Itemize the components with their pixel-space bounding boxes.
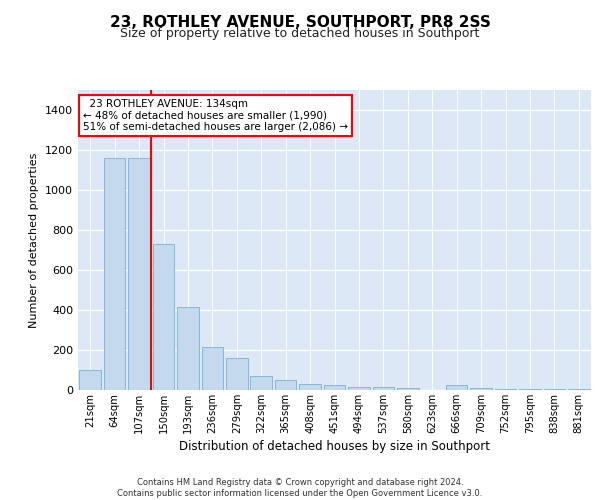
Text: Contains HM Land Registry data © Crown copyright and database right 2024.
Contai: Contains HM Land Registry data © Crown c… xyxy=(118,478,482,498)
Text: Size of property relative to detached houses in Southport: Size of property relative to detached ho… xyxy=(121,28,479,40)
X-axis label: Distribution of detached houses by size in Southport: Distribution of detached houses by size … xyxy=(179,440,490,453)
Bar xyxy=(397,388,419,390)
Bar xyxy=(348,387,370,390)
Bar xyxy=(202,347,223,390)
Bar xyxy=(153,244,174,390)
Bar xyxy=(226,358,248,390)
Bar xyxy=(250,376,272,390)
Bar xyxy=(495,389,516,390)
Y-axis label: Number of detached properties: Number of detached properties xyxy=(29,152,40,328)
Bar xyxy=(324,385,345,390)
Bar xyxy=(544,389,565,390)
Bar xyxy=(177,307,199,390)
Bar xyxy=(446,385,467,390)
Text: 23 ROTHLEY AVENUE: 134sqm
← 48% of detached houses are smaller (1,990)
51% of se: 23 ROTHLEY AVENUE: 134sqm ← 48% of detac… xyxy=(83,99,348,132)
Bar xyxy=(299,384,321,390)
Bar xyxy=(373,387,394,390)
Bar xyxy=(519,389,541,390)
Bar xyxy=(568,389,590,390)
Bar xyxy=(104,158,125,390)
Bar xyxy=(128,158,150,390)
Bar xyxy=(470,388,492,390)
Text: 23, ROTHLEY AVENUE, SOUTHPORT, PR8 2SS: 23, ROTHLEY AVENUE, SOUTHPORT, PR8 2SS xyxy=(110,15,490,30)
Bar xyxy=(79,370,101,390)
Bar xyxy=(275,380,296,390)
